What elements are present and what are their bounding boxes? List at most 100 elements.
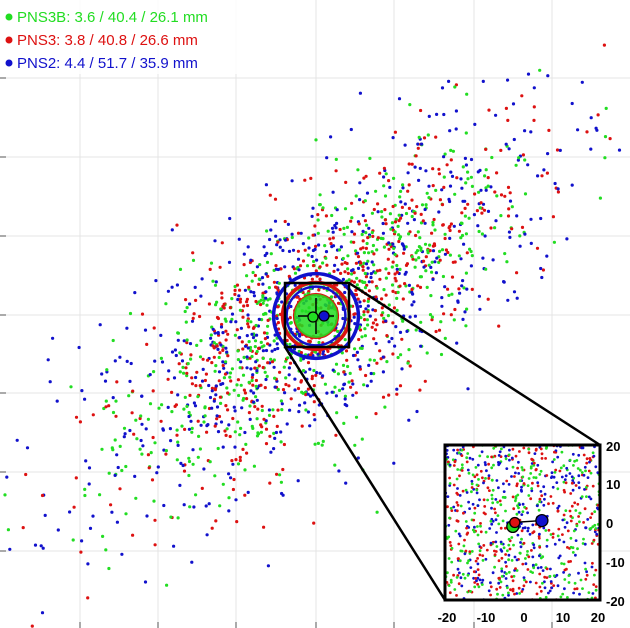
point-pns3b [417,256,421,260]
point-pns3 [430,231,434,235]
point-pns3 [238,455,242,459]
point-pns3 [223,372,228,376]
point-pns3 [394,279,398,283]
point-pns3b [452,318,456,322]
point-pns3b [469,249,473,254]
point-pns3 [310,277,314,281]
point-pns3 [221,304,225,309]
point-pns3 [164,452,168,456]
point-pns3b [329,295,334,299]
inset-point-pns3b [562,480,566,484]
point-pns3b [394,217,398,221]
point-pns3b [431,223,435,227]
point-pns2 [469,264,473,268]
point-pns3b [401,183,405,187]
point-pns3b [428,243,432,247]
point-pns3 [602,43,607,47]
point-pns3 [311,264,316,268]
point-pns2 [266,564,270,568]
point-pns2 [334,394,338,398]
point-pns3 [309,176,313,180]
inset-point-pns3 [456,519,460,523]
point-pns2 [80,539,84,543]
point-pns3b [354,194,358,198]
point-pns2 [397,97,402,101]
point-pns3b [316,231,320,235]
point-pns2 [369,275,373,280]
point-pns3 [304,393,308,397]
inset-point-pns2 [556,506,560,510]
inset-point-pns3 [539,589,543,593]
point-pns3 [400,205,404,209]
inset-point-pns3 [457,542,461,546]
point-pns3 [354,288,358,292]
point-pns3 [506,118,510,122]
inset-point-pns3b [496,500,499,504]
point-pns2 [484,188,488,192]
inset-point-pns2 [463,552,467,556]
point-pns3 [373,309,377,313]
inset-x-tick: 0 [520,610,527,625]
point-pns2 [214,384,218,388]
inset-point-pns2 [478,578,482,582]
point-pns3 [264,427,269,431]
inset-point-pns3 [569,492,573,495]
inset-point-pns3b [512,438,515,441]
inset-point-pns3 [549,495,553,498]
point-pns2 [507,147,511,151]
point-pns3 [535,246,540,250]
point-pns2 [288,408,292,412]
point-pns3b [254,384,258,388]
inset-point-pns3 [534,581,538,585]
point-pns2 [113,359,117,363]
point-pns3b [395,296,399,300]
point-pns2 [526,163,530,167]
point-pns3b [194,493,198,497]
inset-point-pns3b [496,592,499,596]
point-pns3 [317,288,321,292]
inset-point-pns3b [561,592,565,596]
inset-point-pns3b [594,527,598,530]
point-pns3b [518,234,522,238]
point-pns3 [357,337,361,342]
inset-point-pns2 [505,467,509,470]
inset-point-pns3b [465,605,468,608]
point-pns3 [398,284,402,288]
point-pns3 [551,215,556,219]
inset-point-pns2 [538,436,541,439]
inset-point-pns3 [592,583,596,586]
point-pns3 [276,408,280,412]
point-pns2 [212,399,216,403]
point-pns3b [365,223,369,227]
point-pns3 [242,388,246,392]
point-pns2 [454,127,458,131]
inset-scatter-points [439,436,600,608]
point-pns3b [420,203,425,207]
point-pns3 [608,137,612,141]
inset-point-pns3 [439,450,442,453]
inset-point-pns2 [571,452,575,456]
point-pns3 [314,269,318,273]
point-pns3 [189,353,193,357]
point-pns2 [128,379,132,383]
inset-point-pns2 [562,571,565,574]
point-pns3 [473,192,477,196]
inset-point-pns2 [526,526,530,530]
inset-point-pns3b [517,506,520,510]
point-pns3b [467,216,471,220]
inset-point-pns3 [440,532,443,535]
point-pns2 [141,444,145,448]
point-pns3b [183,395,187,399]
inset-point-pns3 [585,457,589,461]
point-pns3b [419,320,423,324]
point-pns3 [372,207,376,212]
inset-point-pns3 [465,460,469,464]
point-pns3 [205,430,209,434]
point-pns2 [435,256,439,260]
inset-point-pns3 [570,603,573,606]
point-pns3 [312,400,316,404]
point-pns3b [375,510,379,514]
point-pns3 [270,360,275,364]
inset-point-pns2 [583,542,587,546]
point-pns2 [381,231,385,235]
